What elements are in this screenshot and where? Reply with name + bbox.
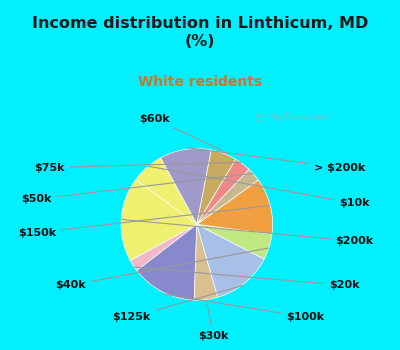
Text: $100k: $100k xyxy=(164,294,324,322)
Text: $30k: $30k xyxy=(198,304,229,341)
Wedge shape xyxy=(121,180,197,261)
Wedge shape xyxy=(197,224,264,297)
Wedge shape xyxy=(194,224,218,300)
Text: $50k: $50k xyxy=(22,173,253,204)
Text: White residents: White residents xyxy=(138,75,262,89)
Text: $125k: $125k xyxy=(112,285,244,322)
Wedge shape xyxy=(136,158,197,224)
Text: $40k: $40k xyxy=(55,248,268,290)
Text: Income distribution in Linthicum, MD
(%): Income distribution in Linthicum, MD (%) xyxy=(32,16,368,49)
Wedge shape xyxy=(197,159,249,224)
Wedge shape xyxy=(130,224,197,271)
Text: $20k: $20k xyxy=(134,267,360,290)
Wedge shape xyxy=(197,150,236,224)
Text: $10k: $10k xyxy=(148,166,370,208)
Wedge shape xyxy=(160,148,211,224)
Wedge shape xyxy=(197,180,273,234)
Wedge shape xyxy=(137,224,197,300)
Text: > $200k: > $200k xyxy=(188,148,366,173)
Text: $150k: $150k xyxy=(18,205,270,238)
Wedge shape xyxy=(197,169,258,224)
Wedge shape xyxy=(197,224,272,259)
Text: $75k: $75k xyxy=(34,162,241,173)
Text: $200k: $200k xyxy=(122,219,374,246)
Text: $60k: $60k xyxy=(140,114,222,150)
Text: ⓘ City-Data.com: ⓘ City-Data.com xyxy=(256,113,328,122)
